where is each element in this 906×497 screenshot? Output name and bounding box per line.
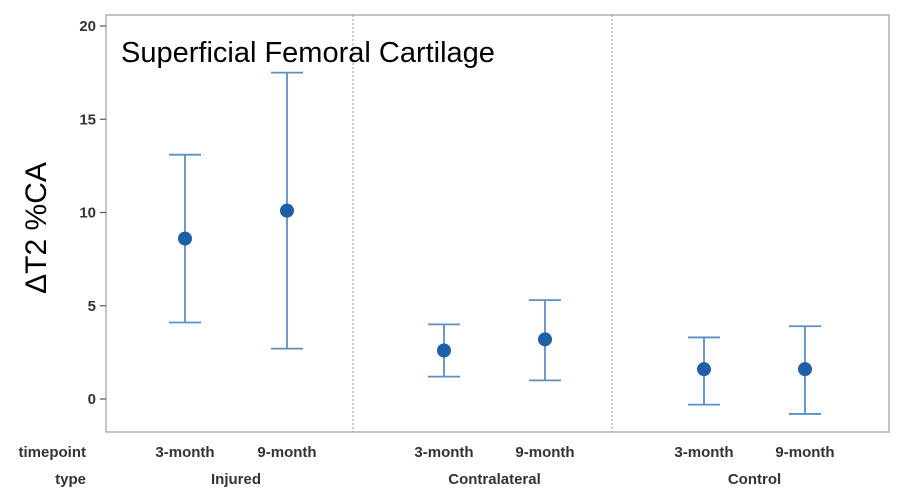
plot-frame	[105, 14, 890, 433]
timepoint-label: 3-month	[674, 444, 733, 461]
mean-point	[697, 362, 711, 377]
timepoint-label: 3-month	[414, 444, 473, 461]
timepoint-label: 9-month	[257, 444, 316, 461]
interval-control-9-month	[789, 325, 821, 415]
y-tick-label: 20	[79, 18, 96, 35]
interval-contralateral-3-month	[428, 323, 460, 378]
y-tick-label: 15	[79, 111, 96, 128]
x-axis-labels: 3-month 9-month Injured 3-month 9-month Contr…	[155, 444, 834, 488]
type-label: Contralateral	[448, 471, 541, 488]
y-tick-label: 0	[88, 391, 96, 408]
interval-control-3-month	[688, 336, 720, 406]
row-label-timepoint: timepoint	[19, 444, 87, 461]
interval-contralateral-9-month	[529, 299, 561, 382]
interval-injured-3-month	[169, 153, 201, 324]
mean-point	[437, 343, 451, 358]
y-tick-label: 10	[79, 205, 96, 222]
timepoint-label: 3-month	[155, 444, 214, 461]
type-label: Injured	[211, 471, 261, 488]
mean-point	[798, 362, 812, 377]
group-dividers	[352, 15, 613, 432]
type-label: Control	[728, 471, 781, 488]
mean-point	[538, 332, 552, 347]
chart-title: Superficial Femoral Cartilage	[121, 37, 495, 69]
interval-injured-9-month	[271, 71, 303, 350]
y-axis-label: ΔT2 %CA	[20, 162, 53, 294]
timepoint-label: 9-month	[775, 444, 834, 461]
interval-marks	[169, 71, 821, 415]
timepoint-label: 9-month	[515, 444, 574, 461]
row-label-type: type	[55, 471, 86, 488]
y-tick-label: 5	[88, 298, 96, 315]
y-axis: 0 5 10 15 20	[79, 18, 106, 408]
mean-point	[178, 231, 192, 246]
mean-point	[280, 203, 294, 218]
